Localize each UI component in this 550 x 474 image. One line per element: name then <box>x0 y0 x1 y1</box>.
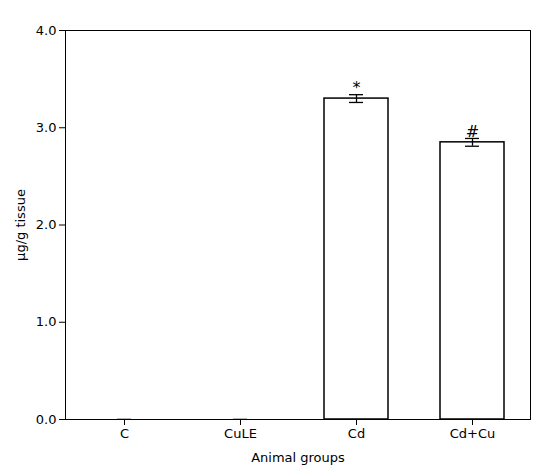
svg-text:3.0: 3.0 <box>36 120 57 135</box>
svg-text:Cd+Cu: Cd+Cu <box>450 426 496 441</box>
svg-text:Animal groups: Animal groups <box>251 450 345 465</box>
svg-text:CuLE: CuLE <box>224 426 257 441</box>
svg-text:µg/g tissue: µg/g tissue <box>13 189 28 261</box>
svg-text:#: # <box>466 122 479 141</box>
svg-text:Cd: Cd <box>348 426 365 441</box>
svg-text:C: C <box>120 426 129 441</box>
svg-text:0.0: 0.0 <box>36 412 57 427</box>
svg-text:*: * <box>353 78 361 97</box>
svg-text:2.0: 2.0 <box>36 217 57 232</box>
svg-text:4.0: 4.0 <box>36 23 57 38</box>
svg-text:1.0: 1.0 <box>36 314 57 329</box>
